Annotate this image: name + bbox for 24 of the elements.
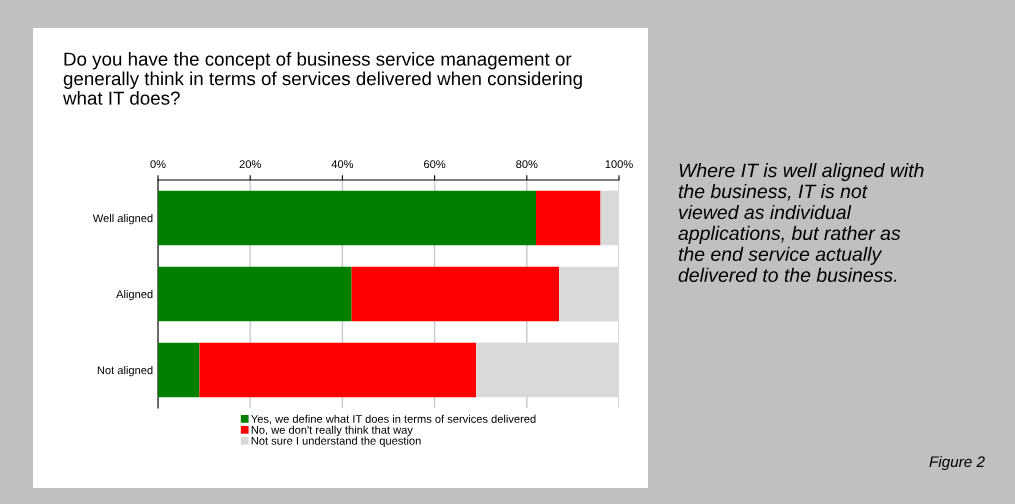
chart-title: Do you have the concept of business service management or generally think in terms of services delivered when considering what IT does? bbox=[62, 52, 582, 105]
text: Where IT is well aligned with the business, IT is not viewed as individual applications, but rather as the end service actually delivered to the business. bbox=[678, 163, 924, 283]
x-tick-label: 60% bbox=[424, 160, 446, 169]
x-tick-label: 100% bbox=[605, 160, 633, 169]
bar bbox=[536, 190, 601, 246]
x-tick-label: 40% bbox=[331, 160, 354, 169]
legend-label: Not sure I understand the question bbox=[251, 436, 421, 447]
y-tick-label: Aligned bbox=[116, 289, 153, 301]
bar bbox=[158, 190, 537, 246]
x-tick-label: 20% bbox=[239, 160, 261, 169]
bar bbox=[351, 266, 560, 322]
y-tick-label: Not aligned bbox=[97, 365, 153, 377]
caption: Figure 2 bbox=[929, 455, 985, 471]
bar bbox=[476, 342, 619, 398]
bar bbox=[158, 342, 200, 398]
x-tick-label: 80% bbox=[516, 160, 538, 169]
bar bbox=[158, 266, 352, 322]
legend-label: No, we don't really think that way bbox=[251, 425, 413, 436]
legend-label: Yes, we define what IT does in terms of services delivered bbox=[251, 414, 536, 425]
bar bbox=[600, 190, 619, 246]
bar bbox=[199, 342, 477, 398]
y-tick-label: Well aligned bbox=[92, 213, 153, 225]
x-tick-label: 0% bbox=[150, 160, 166, 169]
bar bbox=[559, 266, 619, 322]
